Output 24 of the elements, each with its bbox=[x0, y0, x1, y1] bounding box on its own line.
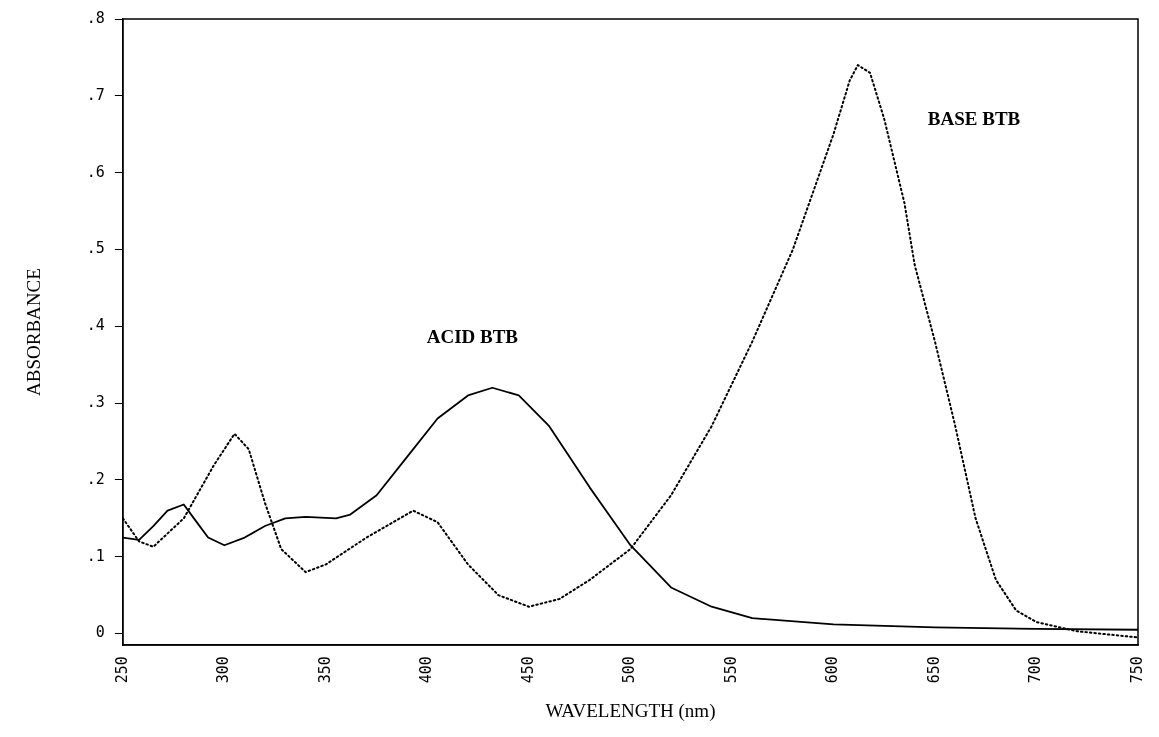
x-tick-label: 450 bbox=[518, 656, 537, 684]
x-tick-label: 650 bbox=[924, 656, 943, 684]
y-axis-title: ABSORBANCE bbox=[23, 268, 45, 396]
x-tick-label: 400 bbox=[417, 656, 436, 684]
y-tick-label: .7 bbox=[86, 85, 105, 104]
x-axis-title: WAVELENGTH (nm) bbox=[545, 699, 716, 722]
x-tick-label: 600 bbox=[823, 656, 842, 684]
y-tick-label: .1 bbox=[86, 546, 105, 565]
y-tick-label: .2 bbox=[86, 469, 105, 488]
text: BASE BTB bbox=[927, 108, 1021, 129]
x-tick-label: 500 bbox=[620, 656, 639, 684]
x-tick-label: 250 bbox=[112, 656, 131, 684]
y-tick-label: .3 bbox=[86, 393, 105, 412]
y-tick-label: .4 bbox=[86, 316, 105, 335]
y-tick-label: .5 bbox=[86, 239, 105, 258]
x-tick-label: 550 bbox=[721, 656, 740, 684]
text: ACID BTB bbox=[426, 325, 519, 347]
y-tick-label: .8 bbox=[86, 8, 105, 27]
x-tick-label: 300 bbox=[214, 656, 233, 684]
y-tick-label: .6 bbox=[86, 162, 105, 181]
x-tick-label: 700 bbox=[1026, 656, 1045, 684]
x-tick-label: 350 bbox=[315, 656, 334, 684]
y-tick-label: 0 bbox=[95, 623, 105, 642]
x-tick-label: 750 bbox=[1127, 656, 1146, 684]
